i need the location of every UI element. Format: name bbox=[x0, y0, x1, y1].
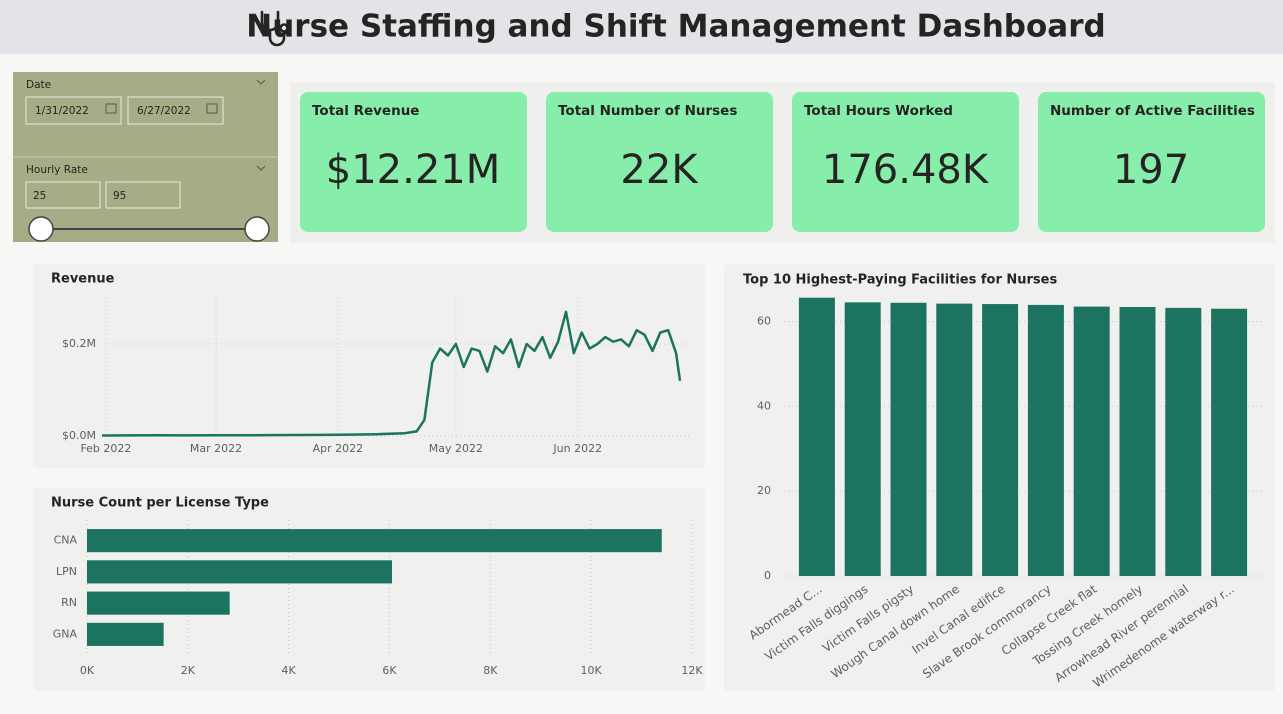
date-input[interactable] bbox=[25, 96, 122, 125]
chart-title: Nurse Count per License Type bbox=[51, 496, 269, 511]
kpi-label: Total Revenue bbox=[312, 103, 419, 119]
x-tick-label: Jun 2022 bbox=[552, 442, 602, 455]
x-tick-label: 2K bbox=[181, 664, 196, 677]
dashboard-title: Nurse Staffing and Shift Management Dash… bbox=[246, 9, 1105, 45]
x-tick-label: 0K bbox=[80, 664, 95, 677]
kpi-card bbox=[300, 92, 527, 232]
date-start: 1/31/2022 bbox=[35, 105, 89, 117]
bar bbox=[1073, 306, 1110, 576]
kpi-value: 176.48K bbox=[822, 147, 990, 193]
chevron bbox=[256, 79, 266, 85]
bar bbox=[87, 560, 393, 584]
bar bbox=[87, 591, 230, 615]
header-band bbox=[0, 0, 1283, 54]
y-tick-label: CNA bbox=[54, 534, 78, 547]
rate-input[interactable] bbox=[105, 181, 181, 209]
y-tick-label: $0.2M bbox=[62, 337, 96, 350]
y-tick-label: 20 bbox=[757, 484, 771, 497]
x-tick-label: 6K bbox=[382, 664, 397, 677]
y-tick-label: LPN bbox=[56, 565, 77, 578]
x-tick-label: May 2022 bbox=[429, 442, 483, 455]
slider-knob[interactable] bbox=[244, 216, 270, 242]
slider-knob[interactable] bbox=[28, 216, 54, 242]
bar bbox=[1119, 307, 1156, 576]
y-tick-label: RN bbox=[61, 596, 77, 609]
y-tick-label: 40 bbox=[757, 399, 771, 412]
bar bbox=[87, 622, 164, 646]
x-tick-label: Mar 2022 bbox=[190, 442, 242, 455]
bar bbox=[1027, 304, 1064, 576]
chart-panel bbox=[33, 264, 705, 468]
rate-min: 25 bbox=[33, 190, 46, 202]
filter-label: Hourly Rate bbox=[26, 164, 88, 176]
x-tick-label: 4K bbox=[282, 664, 297, 677]
x-tick-label: Feb 2022 bbox=[80, 442, 131, 455]
kpi-label: Total Hours Worked bbox=[804, 103, 953, 119]
date-input[interactable] bbox=[127, 96, 224, 125]
kpi-value: 197 bbox=[1113, 147, 1189, 193]
kpi-value: $12.21M bbox=[326, 147, 500, 193]
kpi-value: 22K bbox=[620, 147, 699, 193]
chart-title: Top 10 Highest-Paying Facilities for Nur… bbox=[743, 273, 1057, 288]
bar bbox=[1211, 308, 1248, 576]
kpi-card bbox=[792, 92, 1019, 232]
y-tick-label: $0.0M bbox=[62, 429, 96, 442]
bar bbox=[87, 529, 662, 553]
bar bbox=[1165, 307, 1202, 576]
date-end: 6/27/2022 bbox=[137, 105, 191, 117]
x-tick-label: 10K bbox=[581, 664, 603, 677]
x-tick-label: 12K bbox=[681, 664, 703, 677]
kpi-label: Number of Active Facilities bbox=[1050, 103, 1255, 119]
revenue-line bbox=[101, 310, 682, 437]
x-tick-label: 8K bbox=[483, 664, 498, 677]
chevron bbox=[256, 165, 266, 171]
kpi-card bbox=[546, 92, 773, 232]
calendar-icon bbox=[105, 103, 117, 114]
rate-max: 95 bbox=[113, 190, 126, 202]
x-tick-label: Apr 2022 bbox=[313, 442, 364, 455]
calendar-icon bbox=[206, 103, 218, 114]
stethoscope-icon bbox=[260, 10, 289, 47]
bar bbox=[890, 302, 927, 576]
kpi-label: Total Number of Nurses bbox=[558, 103, 737, 119]
y-tick-label: 60 bbox=[757, 314, 771, 327]
y-tick-label: GNA bbox=[53, 627, 78, 640]
chart-panel bbox=[33, 488, 705, 691]
bar bbox=[844, 302, 881, 576]
rate-input[interactable] bbox=[25, 181, 101, 209]
y-tick-label: 0 bbox=[764, 569, 771, 582]
bar bbox=[798, 297, 835, 576]
bar bbox=[936, 303, 973, 576]
kpi-card bbox=[1038, 92, 1265, 232]
filter-label: Date bbox=[26, 79, 51, 91]
bar bbox=[982, 304, 1019, 576]
chart-title: Revenue bbox=[51, 272, 115, 287]
